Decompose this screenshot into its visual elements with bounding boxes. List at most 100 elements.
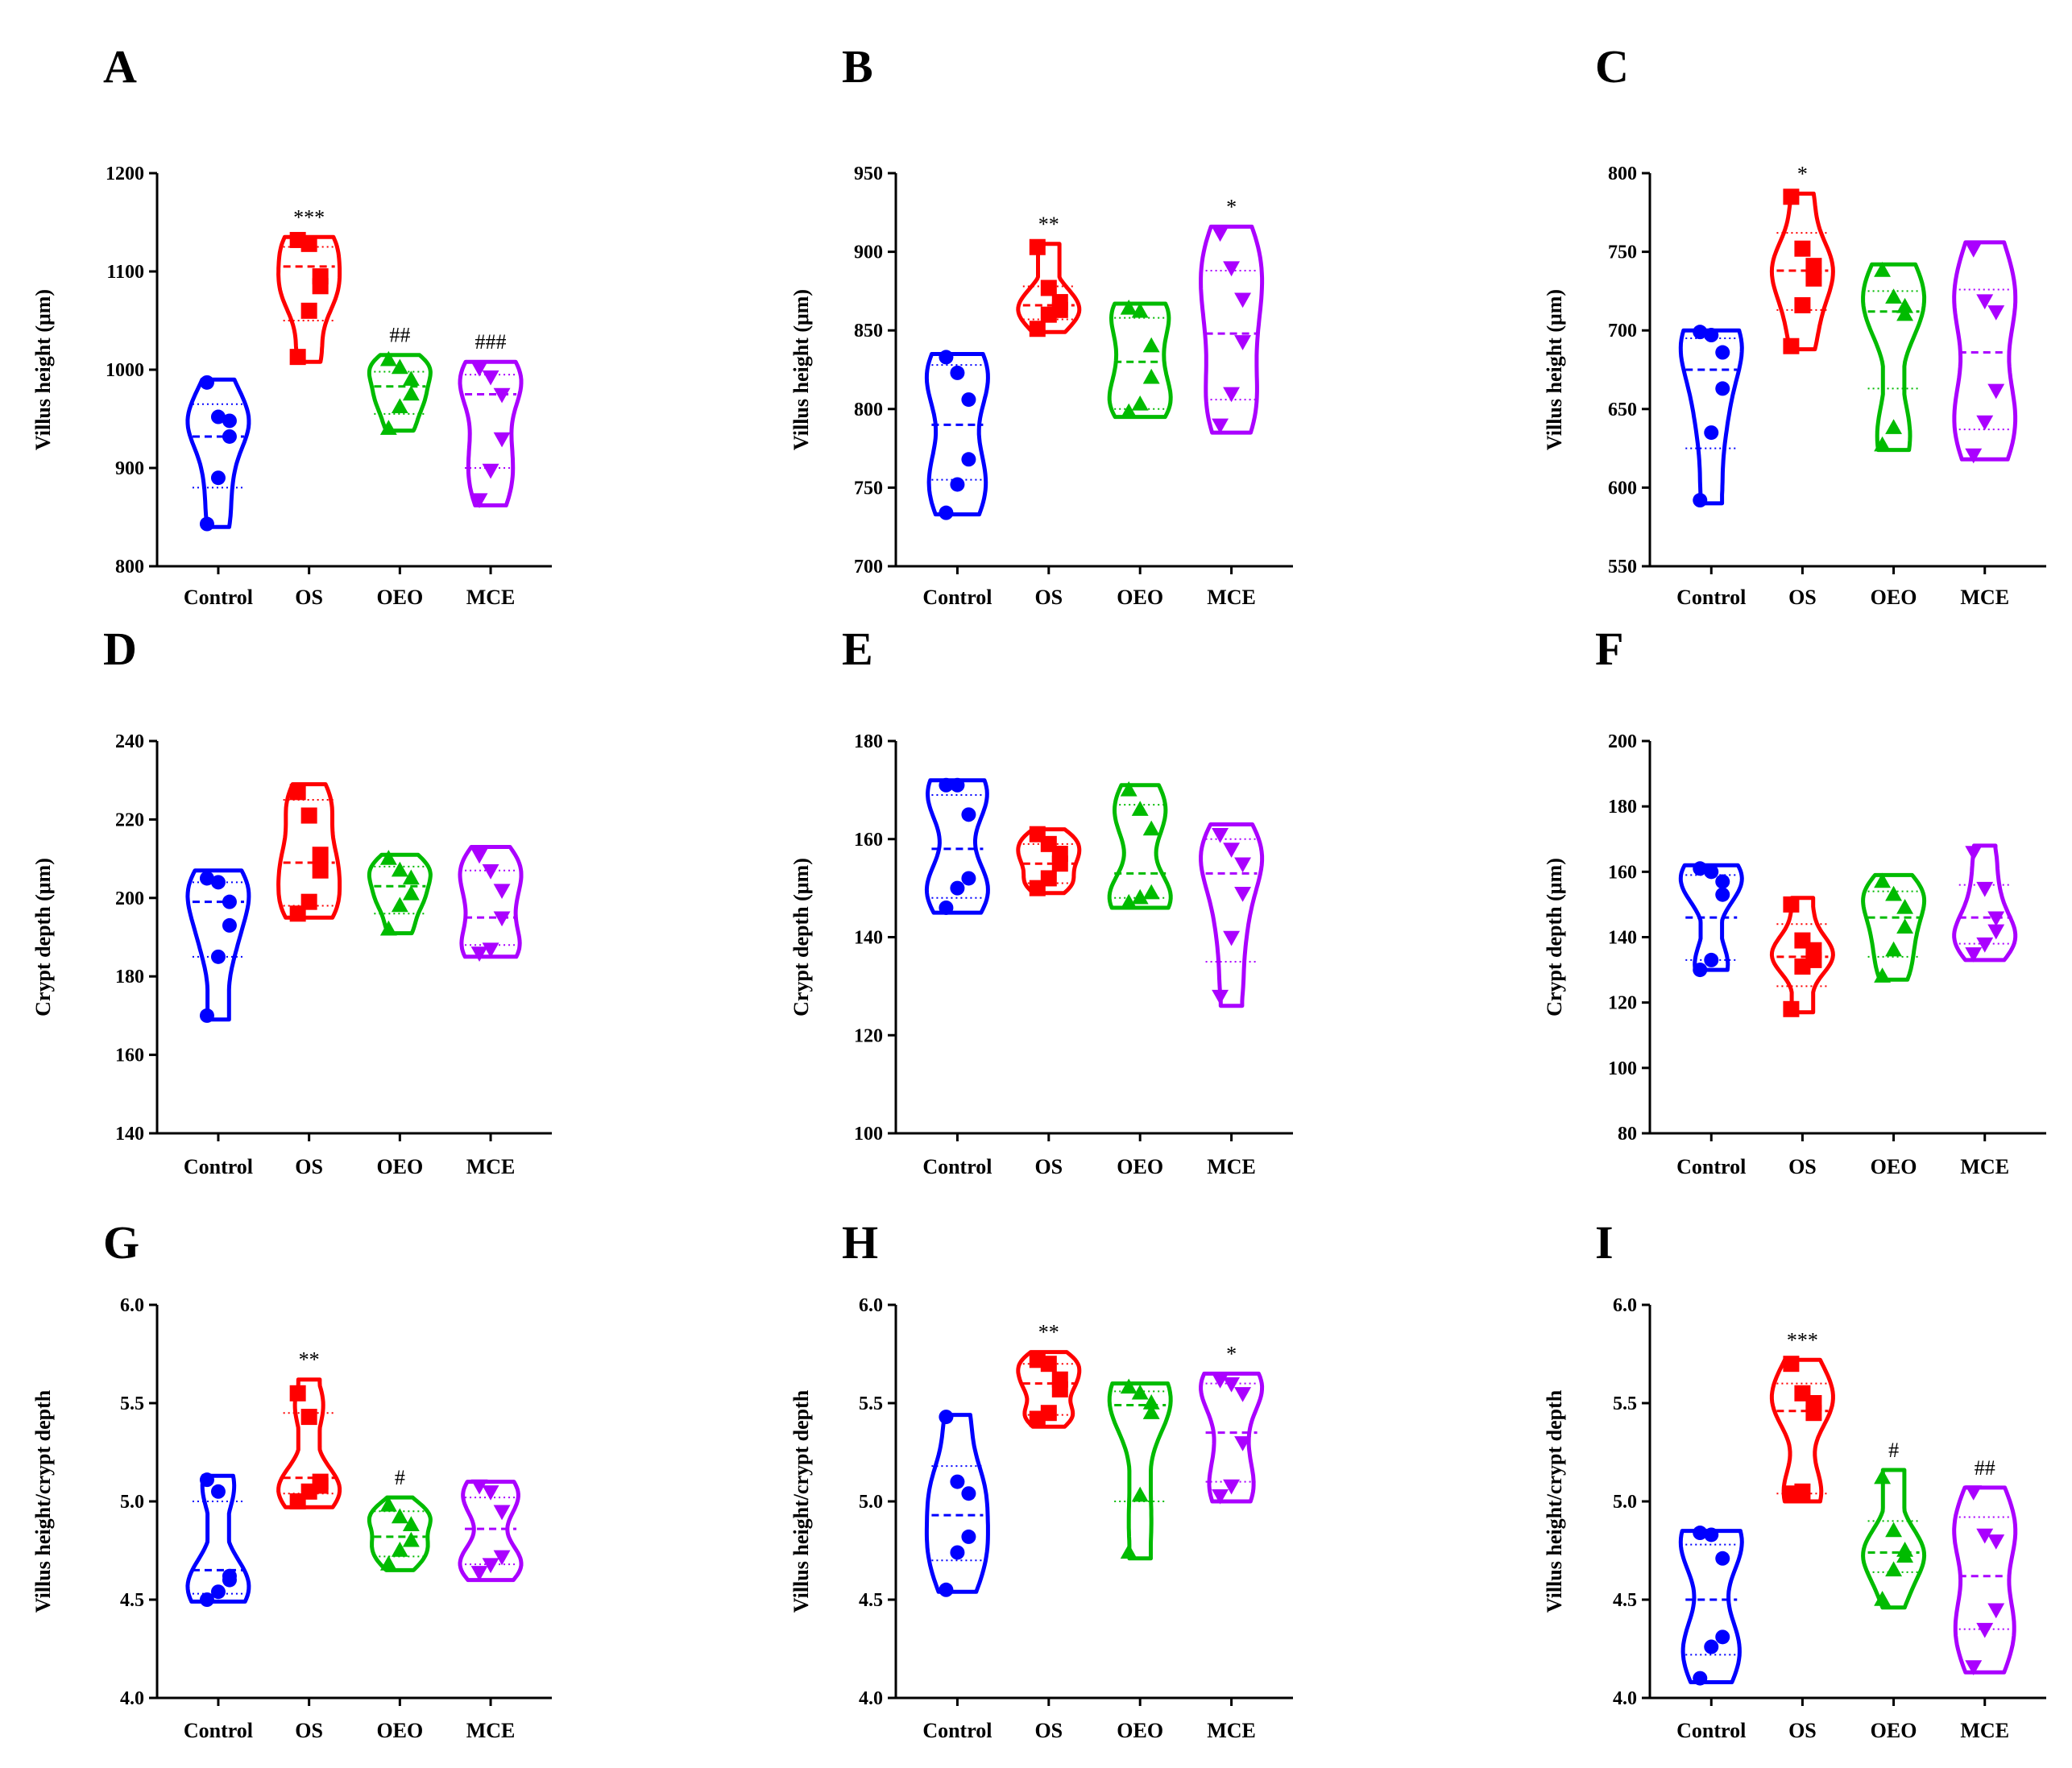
data-point [470, 1566, 488, 1581]
panel-letter: E [842, 623, 873, 675]
data-point [1885, 885, 1903, 901]
violin-os [1769, 896, 1835, 1015]
data-point [289, 784, 306, 801]
y-tick-label: 200 [115, 888, 144, 909]
x-tick-label: OS [1034, 586, 1063, 609]
y-axis-label: Crypt depth (μm) [789, 858, 813, 1016]
y-axis-label: Villus height (μm) [789, 289, 813, 450]
data-point [1783, 188, 1800, 205]
significance-label: *** [293, 205, 325, 229]
x-tick-label: Control [1676, 1155, 1746, 1178]
data-point [210, 1584, 226, 1600]
y-tick-label: 120 [854, 1025, 883, 1046]
data-point [1029, 1352, 1046, 1368]
data-point [1794, 1483, 1811, 1500]
data-point [1131, 1384, 1149, 1400]
data-point [300, 1409, 317, 1426]
y-tick-label: 900 [115, 458, 144, 479]
significance-label: * [1797, 162, 1808, 185]
data-point [1051, 1371, 1068, 1388]
y-tick-label: 200 [1608, 731, 1637, 752]
violin-mce [458, 1480, 524, 1583]
data-point [1885, 419, 1903, 434]
data-point [1715, 874, 1730, 889]
violin-control [185, 377, 251, 529]
data-point [1805, 270, 1822, 287]
data-point [312, 1473, 329, 1490]
data-point [1987, 1534, 2005, 1550]
x-tick-label: OS [1788, 1719, 1817, 1742]
significance-label: ** [299, 1348, 320, 1372]
data-point [1223, 843, 1241, 858]
data-point [379, 1555, 397, 1571]
violin-oeo [1861, 1468, 1927, 1610]
data-point [210, 875, 226, 890]
x-tick-label: OS [1034, 1719, 1063, 1742]
panel-d: D 140 160 180 200 220 240 Crypt depth (μm) Contr… [31, 623, 552, 1178]
data-point [1704, 425, 1719, 441]
data-point [391, 861, 408, 877]
data-point [950, 777, 965, 793]
violin-oeo [1107, 301, 1173, 420]
data-point [199, 1008, 214, 1023]
x-tick-label: OEO [1871, 1155, 1917, 1178]
data-point [1234, 857, 1252, 873]
y-tick-label: 800 [1608, 164, 1637, 184]
data-point [1142, 820, 1160, 836]
data-point [493, 884, 511, 900]
data-point [1142, 337, 1160, 353]
data-point [391, 1508, 408, 1524]
y-tick-label: 850 [854, 321, 883, 342]
data-point [939, 1582, 954, 1597]
data-point [950, 880, 965, 896]
data-point [1704, 1527, 1719, 1542]
data-point [961, 1486, 976, 1501]
data-point [1987, 911, 2005, 927]
y-tick-label: 6.0 [120, 1295, 144, 1316]
data-point [1896, 1542, 1914, 1557]
violin-control [1678, 328, 1744, 506]
data-point [961, 452, 976, 467]
data-point [199, 1472, 214, 1488]
data-point [300, 807, 317, 824]
y-tick-label: 1000 [106, 360, 144, 381]
y-tick-label: 240 [115, 731, 144, 752]
y-tick-label: 600 [1608, 478, 1637, 499]
data-point [1987, 1603, 2005, 1619]
x-tick-label: Control [184, 1155, 253, 1178]
x-tick-label: MCE [1960, 1719, 2009, 1742]
x-tick-label: OS [1788, 1155, 1817, 1178]
x-tick-label: OEO [1117, 586, 1163, 609]
data-point [379, 920, 397, 936]
data-point [1212, 418, 1229, 434]
x-tick-label: Control [184, 1719, 253, 1742]
x-tick-label: Control [1676, 586, 1746, 609]
data-point [1693, 325, 1708, 340]
data-point [379, 1496, 397, 1512]
panel-h: H 4.0 4.5 5.0 5.5 6.0 Villus height/crypt dept… [789, 1216, 1293, 1742]
data-point [493, 432, 511, 448]
data-point [1693, 1526, 1708, 1541]
data-point [1693, 1671, 1708, 1686]
data-point [1885, 1522, 1903, 1538]
data-point [939, 900, 954, 915]
violin-mce [458, 359, 524, 507]
data-point [470, 946, 488, 962]
y-tick-label: 4.0 [859, 1688, 883, 1709]
data-point [1715, 1551, 1730, 1566]
data-point [391, 358, 408, 375]
data-point [312, 268, 329, 285]
y-tick-label: 100 [854, 1124, 883, 1145]
x-tick-label: OS [295, 1719, 323, 1742]
data-point [1120, 299, 1138, 315]
violin-control [185, 868, 251, 1022]
y-axis-label: Villus height/crypt depth [789, 1389, 813, 1613]
data-point [1120, 893, 1138, 909]
x-tick-label: OS [295, 586, 323, 609]
violin-oeo [1107, 1381, 1173, 1561]
data-point [222, 413, 237, 429]
x-tick-label: MCE [1207, 586, 1256, 609]
data-point [210, 1484, 226, 1499]
data-point [1987, 924, 2005, 940]
